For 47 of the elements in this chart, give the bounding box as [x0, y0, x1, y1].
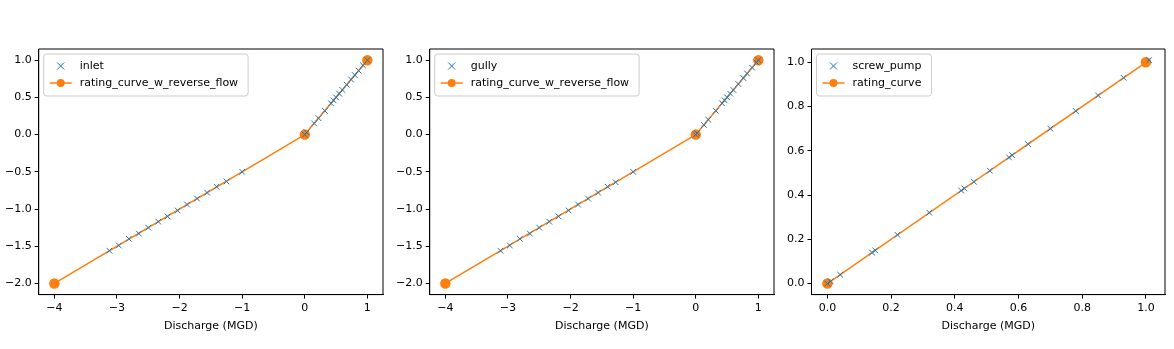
y-tick-label: 0.8	[786, 99, 805, 113]
x-tick-label: −2	[171, 301, 188, 315]
x-tick-label: 0.6	[1009, 301, 1028, 315]
y-tick-label: 0.0	[14, 127, 32, 141]
legend-label: rating_curve	[852, 75, 922, 89]
y-tick-label: −1.0	[395, 201, 423, 215]
y-tick-label: −2.0	[395, 276, 423, 290]
y-tick-label: 0.0	[786, 276, 805, 290]
legend-label: gully	[470, 58, 498, 72]
x-tick-label: 0.0	[818, 301, 837, 315]
y-tick-label: −2.0	[4, 276, 32, 290]
x-tick-label: −2	[562, 301, 579, 315]
x-axis-title: Discharge (MGD)	[941, 319, 1036, 333]
x-tick-label: 0	[692, 301, 700, 315]
x-tick-label: −4	[437, 301, 454, 315]
x-axis-title: Discharge (MGD)	[555, 319, 649, 333]
x-tick-label: −1	[234, 301, 251, 315]
x-tick-label: 1	[363, 301, 371, 315]
y-tick-label: 0.4	[786, 187, 805, 201]
legend-label: rating_curve_w_reverse_flow	[79, 75, 239, 89]
y-tick-label: −1.0	[4, 201, 32, 215]
legend-label: screw_pump	[852, 58, 922, 72]
y-tick-label: 0.6	[786, 143, 805, 157]
y-tick-label: −0.5	[395, 164, 423, 178]
x-tick-label: −3	[108, 301, 126, 315]
y-tick-label: 0.5	[14, 90, 32, 104]
x-tick-label: 0	[301, 301, 309, 315]
x-tick-label: −1	[625, 301, 642, 315]
x-tick-label: −4	[46, 301, 63, 315]
legend-label: rating_curve_w_reverse_flow	[470, 75, 630, 89]
x-tick-label: 1	[754, 301, 762, 315]
x-tick-label: −3	[499, 301, 517, 315]
x-tick-label: 0.4	[946, 301, 964, 315]
legend-label: inlet	[79, 58, 105, 72]
y-tick-label: −0.5	[4, 164, 32, 178]
y-tick-label: −1.5	[4, 239, 32, 253]
y-tick-label: 1.0	[405, 53, 423, 67]
x-tick-label: 0.2	[882, 301, 900, 315]
x-tick-label: 1.0	[1137, 301, 1155, 315]
x-axis-title: Discharge (MGD)	[164, 319, 258, 333]
y-tick-label: 0.0	[405, 127, 423, 141]
y-tick-label: 1.0	[786, 55, 805, 69]
y-tick-label: 0.2	[786, 232, 805, 246]
x-tick-label: 0.8	[1073, 301, 1091, 315]
y-tick-label: 0.5	[405, 90, 423, 104]
y-tick-label: −1.5	[395, 239, 423, 253]
y-tick-label: 1.0	[14, 53, 32, 67]
